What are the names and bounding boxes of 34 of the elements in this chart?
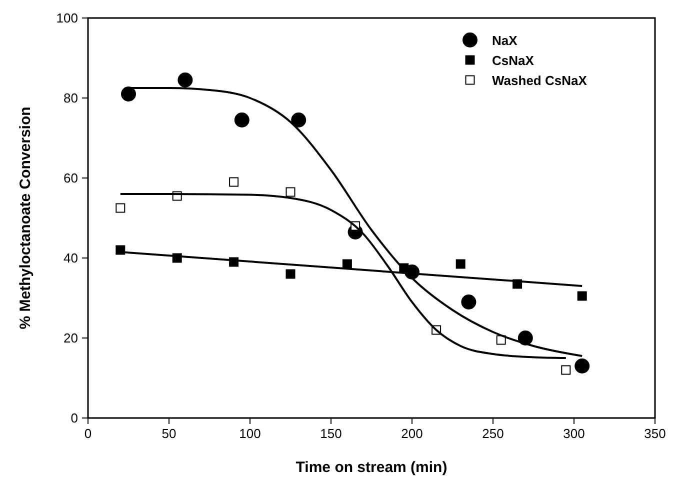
- point: [116, 245, 126, 255]
- y-axis-title: % Methyloctanoate Conversion: [17, 106, 34, 330]
- x-tick-label: 0: [84, 426, 92, 441]
- y-tick-label: 40: [64, 250, 78, 266]
- y-tick-label: 20: [64, 330, 78, 346]
- y-tick-label: 100: [56, 10, 78, 26]
- x-axis-title: Time on stream (min): [296, 459, 448, 476]
- x-tick-label: 200: [401, 426, 423, 441]
- x-tick-label: 150: [320, 426, 342, 441]
- point: [496, 335, 506, 345]
- point: [229, 177, 239, 187]
- x-tick-label: 100: [239, 426, 261, 441]
- legend-label: CsNaX: [492, 53, 534, 68]
- x-tick-label: 50: [162, 426, 176, 441]
- point: [286, 269, 296, 279]
- x-tick-label: 350: [644, 426, 666, 441]
- point: [121, 86, 136, 102]
- y-tick-label: 60: [64, 170, 78, 186]
- x-tick-label: 250: [482, 426, 504, 441]
- point: [291, 112, 306, 128]
- legend-label: Washed CsNaX: [492, 73, 588, 88]
- point: [577, 291, 587, 301]
- point: [456, 259, 466, 269]
- legend-label: NaX: [492, 33, 518, 48]
- point: [561, 365, 571, 375]
- point: [234, 112, 250, 128]
- y-tick-label: 80: [64, 90, 78, 106]
- y-tick-label: 0: [70, 410, 78, 426]
- point: [461, 294, 476, 310]
- point: [286, 187, 296, 197]
- point: [574, 358, 590, 374]
- x-tick-label: 300: [563, 426, 585, 441]
- point: [178, 72, 193, 88]
- point: [116, 203, 126, 213]
